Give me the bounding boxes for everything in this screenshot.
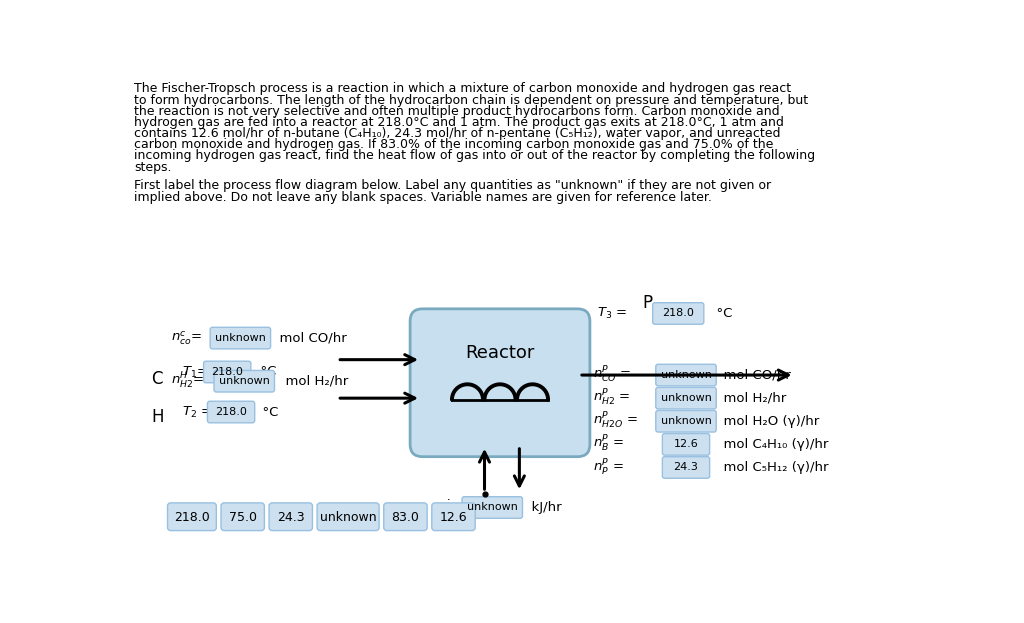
Text: 218.0: 218.0 bbox=[174, 511, 210, 524]
Text: the reaction is not very selective and often multiple product hydrocarbons form.: the reaction is not very selective and o… bbox=[134, 105, 780, 118]
Text: carbon monoxide and hydrogen gas. If 83.0% of the incoming carbon monoxide gas a: carbon monoxide and hydrogen gas. If 83.… bbox=[134, 138, 773, 151]
FancyBboxPatch shape bbox=[210, 327, 270, 349]
Text: $n^H_{H2}$=: $n^H_{H2}$= bbox=[171, 371, 204, 391]
Text: mol H₂O (γ)/hr: mol H₂O (γ)/hr bbox=[716, 415, 819, 428]
Text: 12.6: 12.6 bbox=[439, 511, 467, 524]
Text: mol C₅H₁₂ (γ)/hr: mol C₅H₁₂ (γ)/hr bbox=[716, 461, 829, 474]
Text: unknown: unknown bbox=[215, 333, 266, 343]
Text: kJ/hr: kJ/hr bbox=[523, 501, 562, 514]
Text: °C: °C bbox=[252, 366, 276, 379]
Text: H: H bbox=[152, 409, 164, 426]
Text: steps.: steps. bbox=[134, 161, 172, 174]
Text: P: P bbox=[642, 294, 652, 312]
Text: to form hydrocarbons. The length of the hydrocarbon chain is dependent on pressu: to form hydrocarbons. The length of the … bbox=[134, 93, 808, 107]
FancyBboxPatch shape bbox=[168, 503, 216, 531]
Text: Reactor: Reactor bbox=[465, 345, 535, 363]
Text: The Fischer-Tropsch process is a reaction in which a mixture of carbon monoxide : The Fischer-Tropsch process is a reactio… bbox=[134, 82, 792, 95]
Text: 12.6: 12.6 bbox=[674, 439, 698, 449]
Text: unknown: unknown bbox=[660, 393, 712, 403]
Text: °C: °C bbox=[254, 406, 279, 419]
Text: $\dot{Q}$ =: $\dot{Q}$ = bbox=[442, 498, 468, 516]
FancyBboxPatch shape bbox=[652, 303, 703, 324]
FancyBboxPatch shape bbox=[384, 503, 427, 531]
Text: $n^P_{H2O}$ =: $n^P_{H2O}$ = bbox=[593, 411, 638, 431]
Text: $T_2$ =: $T_2$ = bbox=[182, 404, 212, 419]
FancyBboxPatch shape bbox=[462, 497, 522, 518]
FancyBboxPatch shape bbox=[663, 457, 710, 478]
Text: mol H₂/hr: mol H₂/hr bbox=[716, 392, 786, 405]
Text: mol C₄H₁₀ (γ)/hr: mol C₄H₁₀ (γ)/hr bbox=[716, 438, 828, 451]
Text: unknown: unknown bbox=[319, 511, 377, 524]
FancyBboxPatch shape bbox=[410, 309, 590, 457]
Text: °C: °C bbox=[708, 307, 732, 320]
FancyBboxPatch shape bbox=[214, 371, 274, 392]
FancyBboxPatch shape bbox=[317, 503, 379, 531]
Text: unknown: unknown bbox=[660, 416, 712, 426]
FancyBboxPatch shape bbox=[655, 411, 716, 432]
Text: 83.0: 83.0 bbox=[391, 511, 420, 524]
Text: incoming hydrogen gas react, find the heat flow of gas into or out of the reacto: incoming hydrogen gas react, find the he… bbox=[134, 150, 815, 163]
Text: $n^P_{CO}$ =: $n^P_{CO}$ = bbox=[593, 365, 632, 385]
Text: mol CO/hr: mol CO/hr bbox=[271, 331, 347, 345]
FancyBboxPatch shape bbox=[269, 503, 312, 531]
Text: $n^P_B$ =: $n^P_B$ = bbox=[593, 434, 624, 454]
Text: contains 12.6 mol/hr of n-butane (C₄H₁₀), 24.3 mol/hr of n-pentane (C₅H₁₂), wate: contains 12.6 mol/hr of n-butane (C₄H₁₀)… bbox=[134, 127, 780, 140]
Text: unknown: unknown bbox=[467, 503, 518, 513]
FancyBboxPatch shape bbox=[663, 434, 710, 455]
Text: 218.0: 218.0 bbox=[215, 407, 247, 417]
Text: C: C bbox=[152, 370, 163, 388]
Text: $T_1$=: $T_1$= bbox=[182, 364, 208, 379]
Text: implied above. Do not leave any blank spaces. Variable names are given for refer: implied above. Do not leave any blank sp… bbox=[134, 191, 712, 204]
Text: First label the process flow diagram below. Label any quantities as "unknown" if: First label the process flow diagram bel… bbox=[134, 179, 771, 193]
Text: 218.0: 218.0 bbox=[663, 308, 694, 318]
Text: 75.0: 75.0 bbox=[228, 511, 257, 524]
Text: $n^P_P$ =: $n^P_P$ = bbox=[593, 457, 624, 477]
Text: 218.0: 218.0 bbox=[211, 367, 243, 377]
FancyBboxPatch shape bbox=[432, 503, 475, 531]
FancyBboxPatch shape bbox=[655, 364, 716, 386]
Text: 24.3: 24.3 bbox=[276, 511, 304, 524]
FancyBboxPatch shape bbox=[221, 503, 264, 531]
Text: $n^P_{H2}$ =: $n^P_{H2}$ = bbox=[593, 388, 631, 408]
Text: unknown: unknown bbox=[219, 376, 269, 386]
Text: hydrogen gas are fed into a reactor at 218.0°C and 1 atm. The product gas exits : hydrogen gas are fed into a reactor at 2… bbox=[134, 116, 784, 129]
Text: unknown: unknown bbox=[660, 370, 712, 380]
Text: 24.3: 24.3 bbox=[674, 462, 698, 472]
Text: $n^c_{co}$=: $n^c_{co}$= bbox=[171, 330, 202, 347]
FancyBboxPatch shape bbox=[204, 361, 251, 383]
Text: mol H₂/hr: mol H₂/hr bbox=[276, 374, 348, 388]
FancyBboxPatch shape bbox=[208, 401, 255, 423]
Text: mol CO/hr: mol CO/hr bbox=[716, 369, 792, 381]
FancyBboxPatch shape bbox=[655, 388, 716, 409]
Text: $T_3$ =: $T_3$ = bbox=[597, 306, 627, 321]
